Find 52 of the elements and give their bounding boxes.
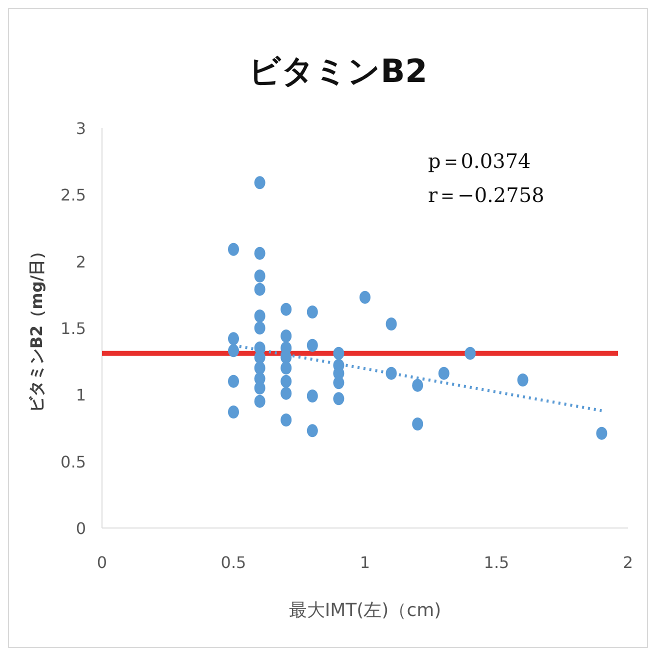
point — [306, 306, 318, 318]
x-tick-label: 2 — [622, 553, 634, 572]
point — [438, 366, 450, 380]
y-tick-label: 1 — [76, 386, 86, 405]
point — [280, 414, 292, 426]
point — [280, 362, 292, 374]
point — [333, 346, 344, 360]
point — [333, 392, 344, 406]
point — [306, 424, 318, 438]
point — [254, 270, 266, 282]
point — [280, 386, 292, 400]
y-tick-label: 0 — [76, 519, 86, 538]
point — [280, 330, 292, 342]
x-axis-title: 最大IMT(左)（cm) — [288, 600, 442, 621]
annotation: r＝−0.2758 — [428, 183, 544, 207]
point — [254, 310, 266, 322]
point — [254, 322, 266, 334]
point — [280, 302, 292, 316]
point — [254, 282, 266, 296]
point — [517, 374, 528, 386]
point — [333, 376, 344, 390]
x-tick-label: 0 — [96, 553, 108, 572]
point — [254, 382, 266, 394]
y-tick-label: 2 — [76, 252, 86, 272]
y-tick-label: 3 — [76, 119, 86, 138]
point — [280, 374, 292, 388]
point — [596, 426, 608, 440]
y-tick-label: 1.5 — [60, 319, 86, 338]
point — [306, 390, 318, 402]
point — [228, 374, 239, 388]
point — [254, 362, 266, 374]
point — [306, 338, 318, 352]
point — [254, 394, 266, 408]
point — [228, 406, 239, 418]
point — [464, 346, 476, 360]
point — [412, 418, 424, 430]
point — [228, 344, 239, 358]
point — [360, 290, 370, 304]
annotation: p＝0.0374 — [428, 149, 531, 173]
x-tick-label: 0.5 — [220, 553, 246, 572]
chart-title: ビタミンB2 — [248, 52, 428, 90]
point — [228, 242, 239, 256]
x-tick-label: 1 — [360, 553, 370, 572]
y-tick-label: 2.5 — [60, 186, 86, 205]
point — [412, 378, 424, 392]
point — [254, 246, 266, 260]
y-tick-label: 0.5 — [60, 452, 86, 472]
point — [228, 332, 239, 346]
point — [254, 176, 266, 190]
x-tick-label: 1.5 — [484, 553, 510, 572]
y-axis-title: ビタミンB2（mg/日） — [27, 243, 46, 413]
point — [386, 318, 397, 330]
